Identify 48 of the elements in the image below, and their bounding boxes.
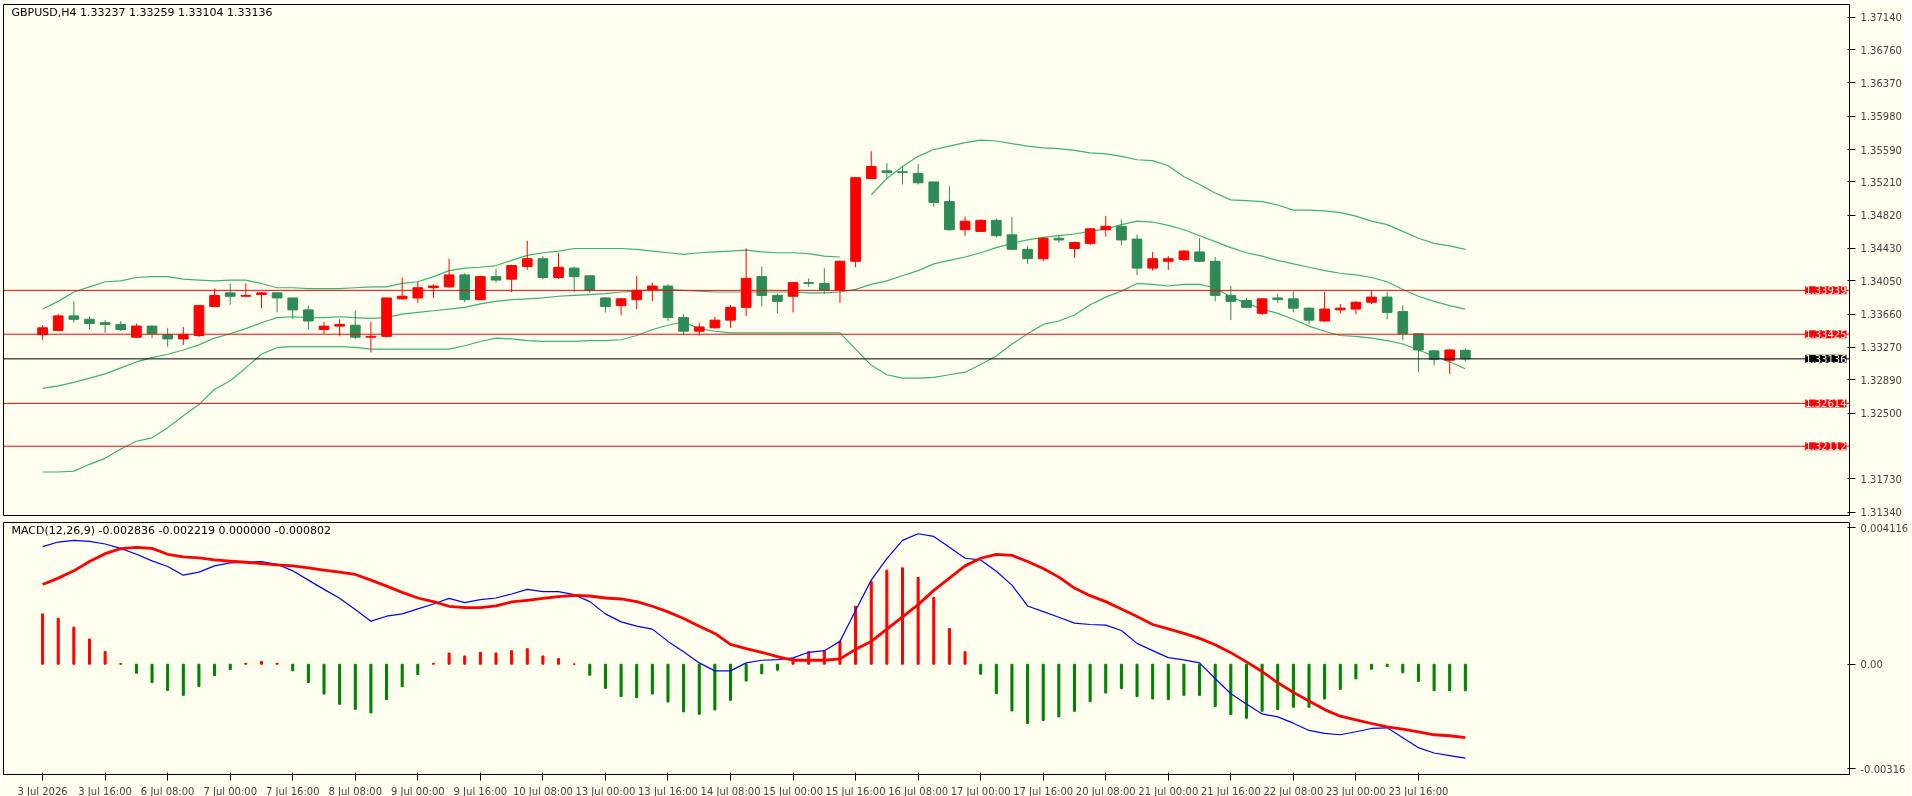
y-tick-label: 1.37140 bbox=[1860, 12, 1902, 24]
y-tick-label: 1.34430 bbox=[1860, 243, 1902, 255]
x-tick-label: 22 Jul 08:00 bbox=[1263, 785, 1324, 796]
x-tick-label: 7 Jul 00:00 bbox=[203, 785, 258, 796]
ref-line-label: 1.32112 bbox=[1805, 441, 1847, 453]
y-tick-label: -0.00316 bbox=[1860, 763, 1906, 775]
ref-line-label: 1.33425 bbox=[1805, 329, 1847, 341]
x-tick-label: 8 Jul 08:00 bbox=[328, 785, 383, 796]
x-tick-label: 21 Jul 16:00 bbox=[1200, 785, 1261, 796]
y-tick-label: 1.34820 bbox=[1860, 210, 1902, 222]
ref-line-label: 1.33136 bbox=[1805, 353, 1847, 365]
ref-line-label: 1.32614 bbox=[1805, 398, 1847, 410]
x-tick-label: 17 Jul 16:00 bbox=[1013, 785, 1074, 796]
x-tick-label: 9 Jul 16:00 bbox=[453, 785, 508, 796]
x-tick-label: 14 Jul 08:00 bbox=[700, 785, 761, 796]
x-tick-label: 23 Jul 16:00 bbox=[1388, 785, 1449, 796]
x-tick-label: 21 Jul 00:00 bbox=[1138, 785, 1199, 796]
y-tick-label: 1.33270 bbox=[1860, 342, 1902, 354]
y-tick-label: 1.35980 bbox=[1860, 111, 1902, 123]
x-tick-label: 20 Jul 08:00 bbox=[1075, 785, 1136, 796]
x-tick-label: 23 Jul 00:00 bbox=[1325, 785, 1386, 796]
x-tick-label: 10 Jul 08:00 bbox=[512, 785, 573, 796]
x-tick-label: 17 Jul 00:00 bbox=[950, 785, 1011, 796]
x-tick-label: 13 Jul 16:00 bbox=[638, 785, 698, 796]
y-tick-label: 1.32890 bbox=[1860, 374, 1902, 386]
y-tick-label: 0.004116 bbox=[1860, 522, 1909, 534]
x-tick-label: 3 Jul 2026 bbox=[17, 785, 68, 796]
y-tick-label: 1.35590 bbox=[1860, 144, 1902, 156]
x-tick-label: 16 Jul 08:00 bbox=[888, 785, 949, 796]
chart-title: MACD(12,26,9) -0.002836 -0.002219 0.000000 -0.000802 bbox=[11, 523, 331, 537]
y-tick-label: 1.33660 bbox=[1860, 309, 1902, 321]
y-tick-label: 1.32500 bbox=[1860, 408, 1902, 420]
x-tick-label: 7 Jul 16:00 bbox=[265, 785, 320, 796]
x-tick-label: 15 Jul 00:00 bbox=[763, 785, 824, 796]
x-tick-label: 6 Jul 08:00 bbox=[140, 785, 195, 796]
ref-line-label: 1.33939 bbox=[1805, 285, 1847, 297]
x-tick-label: 15 Jul 16:00 bbox=[825, 785, 886, 796]
y-tick-label: 1.34050 bbox=[1860, 275, 1902, 287]
y-tick-label: 0.00 bbox=[1860, 659, 1883, 671]
x-tick-label: 3 Jul 16:00 bbox=[78, 785, 132, 796]
y-tick-label: 1.36760 bbox=[1860, 44, 1902, 56]
x-tick-label: 9 Jul 00:00 bbox=[391, 785, 445, 796]
y-tick-label: 1.31340 bbox=[1860, 507, 1902, 519]
y-tick-label: 1.31730 bbox=[1860, 473, 1902, 485]
y-tick-label: 1.36370 bbox=[1860, 77, 1902, 89]
y-tick-label: 1.35210 bbox=[1860, 176, 1902, 188]
x-tick-label: 13 Jul 00:00 bbox=[575, 785, 636, 796]
chart-title: GBPUSD,H4 1.33237 1.33259 1.33104 1.33136 bbox=[11, 5, 273, 19]
